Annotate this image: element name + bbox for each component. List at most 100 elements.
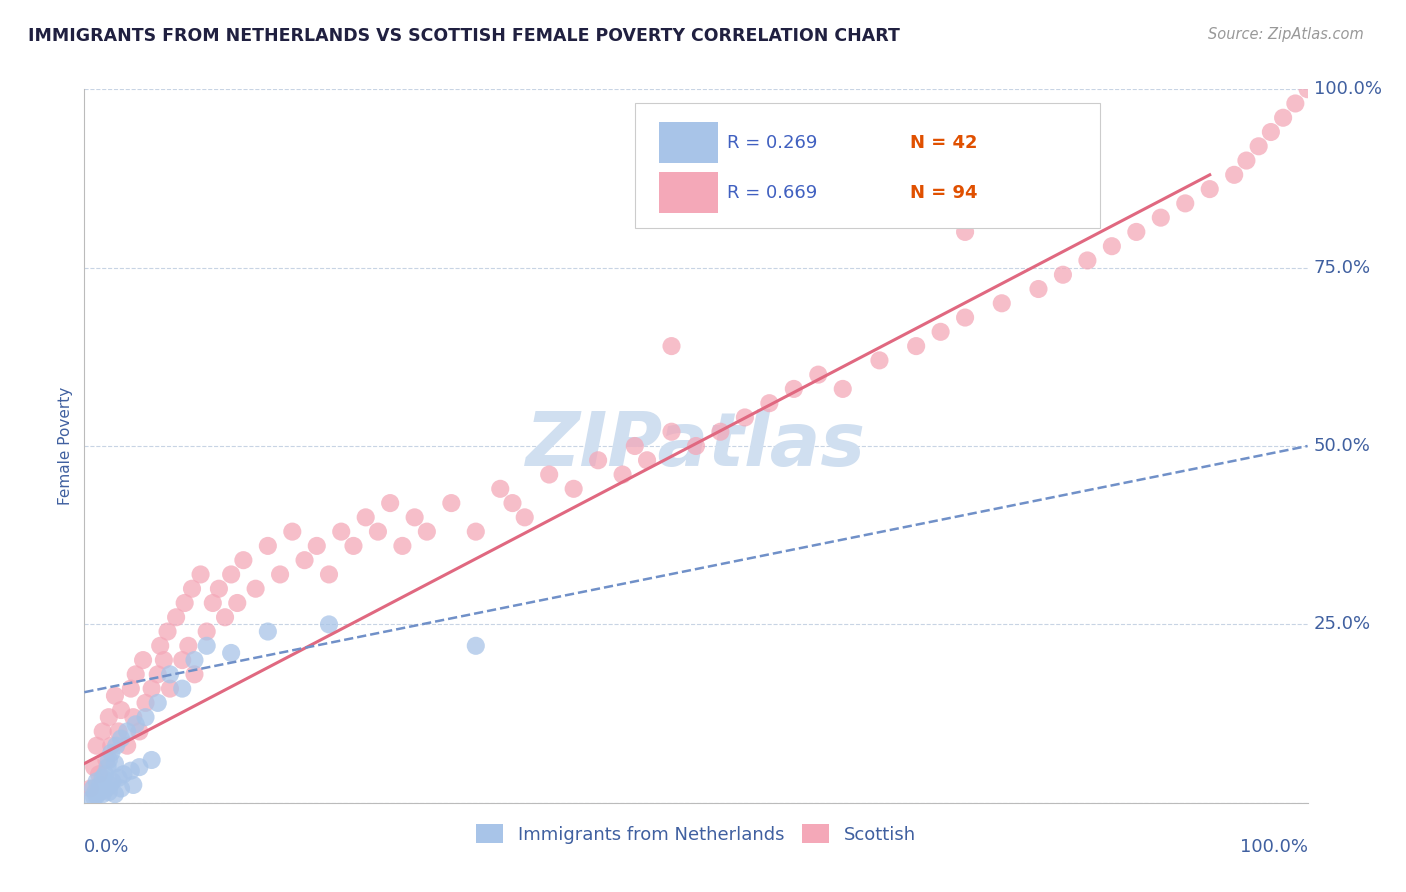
Point — [709, 425, 731, 439]
Point — [97, 785, 120, 799]
Point — [97, 710, 120, 724]
Point — [502, 496, 524, 510]
FancyBboxPatch shape — [659, 172, 718, 213]
Point — [953, 310, 976, 325]
Point — [110, 781, 132, 796]
Text: R = 0.269: R = 0.269 — [727, 134, 817, 152]
Point — [156, 624, 179, 639]
Point — [86, 739, 108, 753]
Point — [1198, 182, 1220, 196]
Point — [105, 739, 128, 753]
Point — [1150, 211, 1173, 225]
Point — [98, 778, 121, 792]
Point — [172, 653, 194, 667]
Point — [146, 696, 169, 710]
Point — [624, 439, 647, 453]
Point — [1284, 96, 1306, 111]
Text: N = 94: N = 94 — [910, 184, 977, 202]
Legend: Immigrants from Netherlands, Scottish: Immigrants from Netherlands, Scottish — [468, 817, 924, 851]
Point — [165, 610, 187, 624]
Point — [82, 781, 104, 796]
Point — [929, 325, 952, 339]
Point — [245, 582, 267, 596]
Point — [354, 510, 377, 524]
Point — [226, 596, 249, 610]
Point — [391, 539, 413, 553]
Point — [181, 582, 204, 596]
Point — [513, 510, 536, 524]
Point — [1236, 153, 1258, 168]
Point — [1125, 225, 1147, 239]
Point — [86, 774, 108, 789]
Point — [107, 724, 129, 739]
Point — [125, 717, 148, 731]
Point — [661, 339, 683, 353]
Point — [83, 790, 105, 805]
Point — [257, 539, 280, 553]
Point — [1296, 82, 1319, 96]
Point — [159, 667, 181, 681]
Point — [87, 785, 110, 799]
Point — [183, 653, 205, 667]
Point — [953, 225, 976, 239]
Point — [122, 778, 145, 792]
Point — [330, 524, 353, 539]
Point — [172, 681, 194, 696]
Text: 0.0%: 0.0% — [84, 838, 129, 856]
Point — [115, 739, 138, 753]
Point — [807, 368, 830, 382]
Point — [104, 787, 127, 801]
Point — [96, 753, 118, 767]
Point — [464, 639, 486, 653]
Point — [1247, 139, 1270, 153]
FancyBboxPatch shape — [659, 122, 718, 163]
Point — [195, 624, 218, 639]
Point — [132, 653, 155, 667]
Point — [79, 781, 101, 796]
Point — [120, 764, 142, 778]
Point — [416, 524, 439, 539]
Point — [195, 639, 218, 653]
Point — [107, 771, 129, 785]
Point — [1223, 168, 1246, 182]
Point — [84, 785, 107, 799]
Point — [97, 760, 120, 774]
Text: 25.0%: 25.0% — [1313, 615, 1371, 633]
Point — [562, 482, 585, 496]
Point — [905, 339, 928, 353]
Point — [380, 496, 402, 510]
Point — [183, 667, 205, 681]
Point — [141, 681, 163, 696]
Point — [318, 617, 340, 632]
Point — [586, 453, 609, 467]
Point — [1272, 111, 1295, 125]
Point — [122, 710, 145, 724]
Point — [232, 553, 254, 567]
Point — [257, 624, 280, 639]
FancyBboxPatch shape — [636, 103, 1099, 228]
Y-axis label: Female Poverty: Female Poverty — [58, 387, 73, 505]
Point — [87, 767, 110, 781]
Point — [869, 353, 891, 368]
Point — [636, 453, 658, 467]
Point — [783, 382, 806, 396]
Text: 100.0%: 100.0% — [1240, 838, 1308, 856]
Text: R = 0.669: R = 0.669 — [727, 184, 817, 202]
Point — [318, 567, 340, 582]
Point — [153, 653, 176, 667]
Point — [281, 524, 304, 539]
Point — [489, 482, 512, 496]
Point — [100, 746, 122, 760]
Point — [115, 724, 138, 739]
Point — [141, 753, 163, 767]
Point — [1076, 253, 1098, 268]
Point — [1174, 196, 1197, 211]
Point — [991, 296, 1014, 310]
Point — [1260, 125, 1282, 139]
Point — [538, 467, 561, 482]
Point — [128, 760, 150, 774]
Point — [1052, 268, 1074, 282]
Text: 75.0%: 75.0% — [1313, 259, 1371, 277]
Point — [120, 681, 142, 696]
Point — [96, 781, 118, 796]
